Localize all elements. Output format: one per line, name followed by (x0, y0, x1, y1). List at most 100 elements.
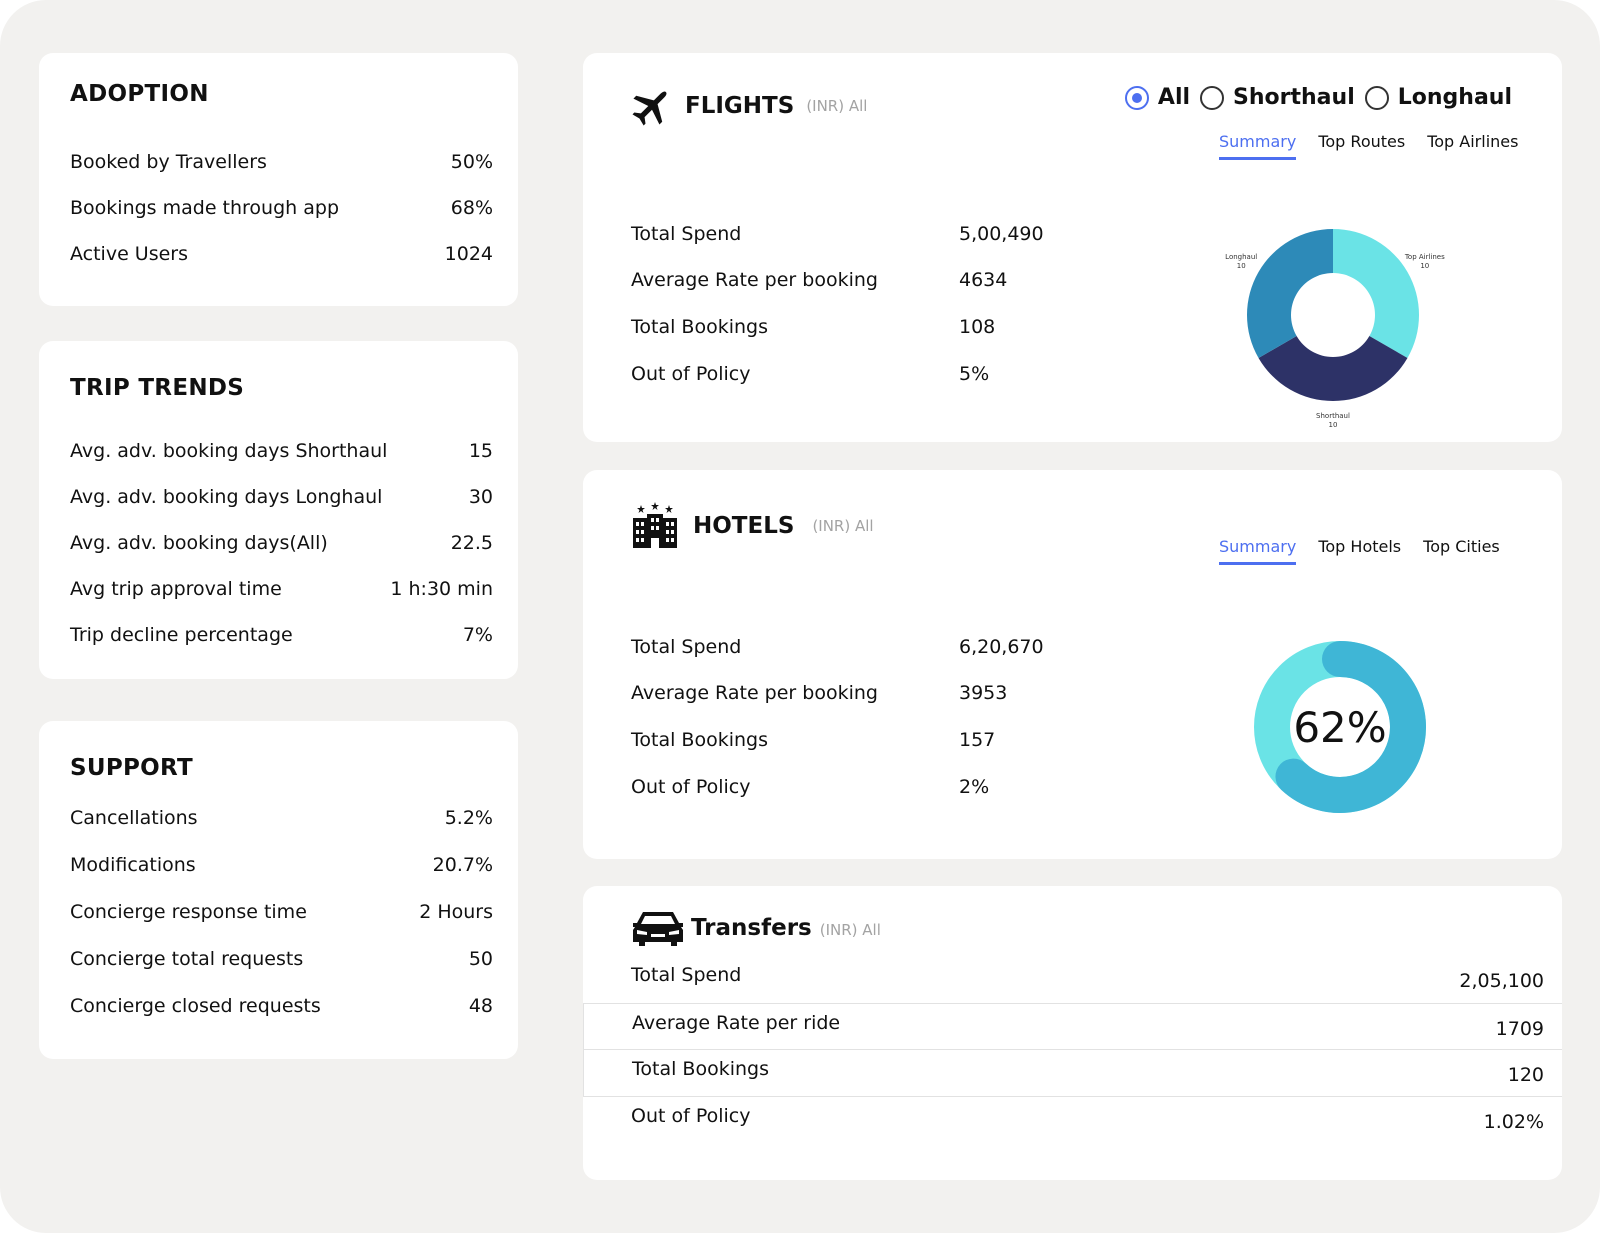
row-label: Avg trip approval time (70, 578, 282, 600)
transfers-card: Transfers (INR) All Total Spend 2,05,100… (583, 886, 1562, 1180)
flights-header: FLIGHTS (INR) All (631, 85, 867, 127)
flights-subtitle: (INR) All (806, 97, 868, 115)
row-label: Avg. adv. booking days Shorthaul (70, 440, 388, 462)
row-value: 1024 (444, 243, 493, 265)
tab-summary[interactable]: Summary (1219, 132, 1297, 160)
row-label: Active Users (70, 243, 189, 265)
transfers-subtitle: (INR) All (819, 921, 881, 939)
hotels-subtitle: (INR) All (812, 517, 874, 535)
row-label: Out of Policy (631, 1105, 751, 1127)
radio-all[interactable]: All (1124, 85, 1191, 110)
transfers-row-total-bookings: Total Bookings 120 (583, 1050, 1562, 1097)
row-value: 1.02% (1483, 1111, 1544, 1133)
donut-slice-longhaul (1247, 229, 1333, 358)
hotels-tabs: Summary Top Hotels Top Cities (1219, 537, 1522, 565)
flights-metric-label: Total Bookings (631, 316, 768, 338)
tab-summary[interactable]: Summary (1219, 537, 1297, 565)
row-label: Average Rate per ride (632, 1012, 841, 1034)
row-label: Concierge total requests (70, 948, 304, 970)
hotels-metric-label: Total Bookings (631, 729, 768, 751)
flights-haul-filter: All Shorthaul Longhaul (1115, 85, 1512, 110)
row-label: Trip decline percentage (70, 624, 293, 646)
flights-metric-value: 4634 (959, 269, 1008, 291)
hotels-metric-value: 2% (959, 776, 990, 798)
flights-metric-value: 5% (959, 363, 990, 385)
row-value: 1709 (1495, 1018, 1544, 1040)
donut-slice-top-airlines (1333, 229, 1419, 358)
row-label: Booked by Travellers (70, 151, 267, 173)
flights-metric-label: Out of Policy (631, 363, 751, 385)
row-value: 1 h:30 min (390, 578, 493, 600)
flights-tabs: Summary Top Routes Top Airlines (1219, 132, 1540, 160)
donut-slice-shorthaul (1258, 336, 1408, 401)
row-value: 50 (468, 948, 493, 970)
flights-card: FLIGHTS (INR) All All Shorthaul Longhaul… (583, 53, 1562, 442)
row-label: Bookings made through app (70, 197, 340, 219)
radio-label: Longhaul (1397, 85, 1512, 110)
transfers-title: Transfers (691, 915, 812, 941)
radio-shorthaul[interactable]: Shorthaul (1200, 85, 1355, 110)
row-value: 15 (468, 440, 493, 462)
row-value: 22.5 (450, 532, 493, 554)
tab-top-hotels[interactable]: Top Hotels (1318, 537, 1402, 556)
donut-data-label: 10 (1237, 262, 1246, 270)
donut-category-label: Shorthaul (1316, 412, 1350, 420)
hotels-metric-value: 3953 (959, 682, 1008, 704)
row-label: Total Bookings (632, 1058, 769, 1080)
trip-trends-card: TRIP TRENDS Avg. adv. booking days Short… (39, 341, 518, 679)
transfers-header: Transfers (INR) All (631, 908, 881, 948)
row-label: Avg. adv. booking days Longhaul (70, 486, 383, 508)
row-value: 2 Hours (419, 901, 493, 923)
donut-data-label: 10 (1329, 421, 1338, 429)
row-label: Avg. adv. booking days(All) (70, 532, 328, 554)
transfers-row-average-rate: Average Rate per ride 1709 (583, 1003, 1562, 1050)
adoption-title: ADOPTION (70, 81, 209, 107)
row-label: Total Spend (631, 964, 742, 986)
hotels-metric-label: Out of Policy (631, 776, 751, 798)
transfers-row-total-spend: Total Spend 2,05,100 (583, 956, 1562, 1003)
flights-title: FLIGHTS (685, 93, 795, 119)
support-title: SUPPORT (70, 755, 193, 781)
adoption-card: ADOPTION Booked by Travellers 50% Bookin… (39, 53, 518, 306)
airplane-icon (632, 91, 667, 126)
flights-metric-label: Total Spend (631, 223, 742, 245)
row-label: Concierge closed requests (70, 995, 321, 1017)
tab-top-cities[interactable]: Top Cities (1423, 537, 1500, 556)
row-value: 2,05,100 (1459, 970, 1544, 992)
donut-data-label: 10 (1420, 262, 1429, 270)
donut-category-label: Top Airlines (1404, 253, 1445, 261)
donut-category-label: Longhaul (1225, 253, 1257, 261)
tab-top-routes[interactable]: Top Routes (1318, 132, 1406, 151)
support-card: SUPPORT Cancellations 5.2% Modifications… (39, 721, 518, 1059)
radio-dot (1364, 85, 1389, 110)
transfers-row-out-of-policy: Out of Policy 1.02% (583, 1097, 1562, 1144)
radio-label: All (1157, 85, 1191, 110)
hotels-card: HOTELS (INR) All Summary Top Hotels Top … (583, 470, 1562, 859)
trip-trends-title: TRIP TRENDS (70, 375, 245, 401)
radio-dot (1200, 85, 1225, 110)
tab-top-airlines[interactable]: Top Airlines (1427, 132, 1519, 151)
gauge-value-label: 62% (1293, 703, 1386, 752)
hotel-building-icon (633, 502, 677, 548)
row-label: Cancellations (70, 807, 198, 829)
row-value: 30 (468, 486, 493, 508)
hotels-metric-label: Total Spend (631, 636, 742, 658)
gauge-fill-arc (1275, 641, 1426, 813)
row-value: 120 (1507, 1064, 1544, 1086)
row-value: 5.2% (444, 807, 493, 829)
hotels-title: HOTELS (693, 513, 795, 539)
radio-dot-selected (1124, 85, 1149, 110)
flights-metric-value: 108 (959, 316, 996, 338)
row-value: 50% (450, 151, 493, 173)
row-value: 48 (468, 995, 493, 1017)
row-label: Modifications (70, 854, 196, 876)
row-label: Concierge response time (70, 901, 307, 923)
hotels-metric-value: 6,20,670 (959, 636, 1044, 658)
car-icon (633, 912, 683, 946)
row-value: 7% (462, 624, 493, 646)
radio-longhaul[interactable]: Longhaul (1364, 85, 1512, 110)
row-value: 68% (450, 197, 493, 219)
radio-label: Shorthaul (1233, 85, 1355, 110)
